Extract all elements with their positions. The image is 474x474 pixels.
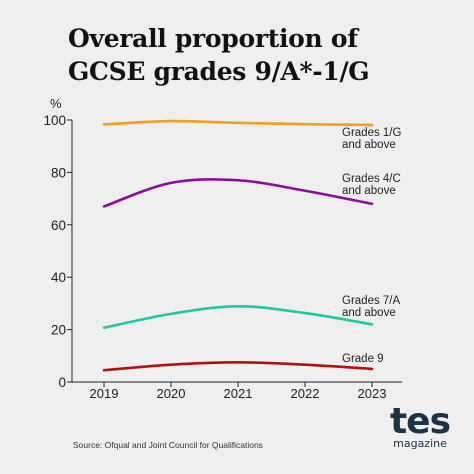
y-tick-label-40: 40 xyxy=(51,270,66,285)
x-tick-label-2022: 2022 xyxy=(291,386,320,401)
source-note: Source: Ofqual and Joint Council for Qua… xyxy=(73,440,263,450)
series-label-0-line-0: Grades 1/G xyxy=(342,127,401,139)
series-line-0 xyxy=(102,119,374,127)
series-line-2 xyxy=(102,304,374,330)
y-tick-label-20: 20 xyxy=(51,323,66,338)
y-tick-label-60: 60 xyxy=(51,218,66,233)
tes-magazine-logo: tes magazine xyxy=(380,401,460,450)
x-tick-label-2023: 2023 xyxy=(358,386,387,401)
series-label-1-line-0: Grades 4/C xyxy=(342,173,401,185)
x-tick-label-2021: 2021 xyxy=(224,386,253,401)
y-tick-label-0: 0 xyxy=(58,375,66,390)
x-tick-label-2019: 2019 xyxy=(90,386,119,401)
series-label-2-line-1: and above xyxy=(342,307,396,319)
y-tick-label-100: 100 xyxy=(43,113,66,128)
series-label-1-line-1: and above xyxy=(342,185,396,197)
series-line-3 xyxy=(102,361,374,372)
chart-title-line-2: GCSE grades 9/A*-1/G xyxy=(68,57,370,86)
series-line-1 xyxy=(102,178,374,208)
y-axis-label: % xyxy=(50,96,62,111)
chart-title-line-1: Overall proportion of xyxy=(68,24,358,53)
chart-title: Overall proportion of GCSE grades 9/A*-1… xyxy=(68,22,448,88)
series-label-0-line-1: and above xyxy=(342,139,396,151)
x-tick-label-2020: 2020 xyxy=(157,386,186,401)
series-label-3-line-0: Grade 9 xyxy=(342,353,384,365)
logo-word: tes xyxy=(389,401,451,442)
logo-sub: magazine xyxy=(393,437,447,450)
y-tick-label-80: 80 xyxy=(51,165,66,180)
series-label-2-line-0: Grades 7/A xyxy=(342,295,400,307)
